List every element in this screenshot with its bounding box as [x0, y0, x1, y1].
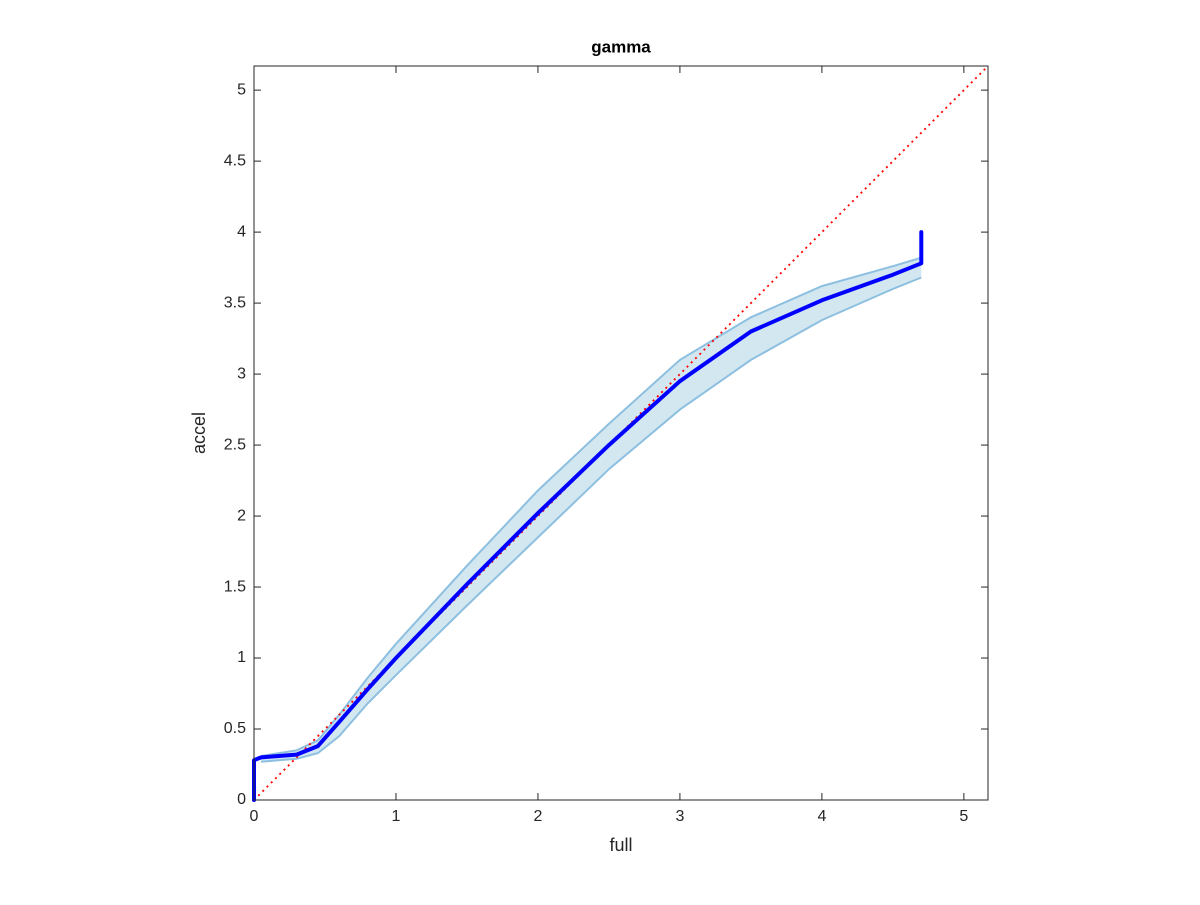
- y-tick-label: 5: [237, 81, 246, 98]
- x-tick-label: 0: [250, 808, 259, 825]
- x-tick-label: 4: [817, 808, 826, 825]
- chart-title: gamma: [591, 37, 651, 56]
- x-tick-label: 3: [675, 808, 684, 825]
- y-tick-label: 3: [237, 365, 246, 382]
- y-tick-label: 2: [237, 507, 246, 524]
- y-tick-label: 1: [237, 649, 246, 666]
- x-tick-label: 2: [533, 808, 542, 825]
- y-axis-label: accel: [189, 412, 209, 454]
- y-tick-label: 4: [237, 223, 246, 240]
- x-axis-label: full: [609, 835, 632, 855]
- band-upper: [260, 256, 922, 757]
- y-tick-label: 1.5: [224, 578, 246, 595]
- y-tick-label: 3.5: [224, 294, 246, 311]
- band-lower: [261, 276, 922, 763]
- x-tick-label: 5: [959, 808, 968, 825]
- reference-line: [253, 65, 989, 801]
- y-tick-label: 4.5: [224, 152, 246, 169]
- y-tick-label: 0.5: [224, 720, 246, 737]
- y-tick-label: 0: [237, 791, 246, 808]
- main-line: [252, 230, 924, 802]
- x-tick-label: 1: [392, 808, 401, 825]
- band-area: [261, 257, 922, 762]
- plot-frame: [253, 65, 989, 801]
- y-tick-label: 2.5: [224, 436, 246, 453]
